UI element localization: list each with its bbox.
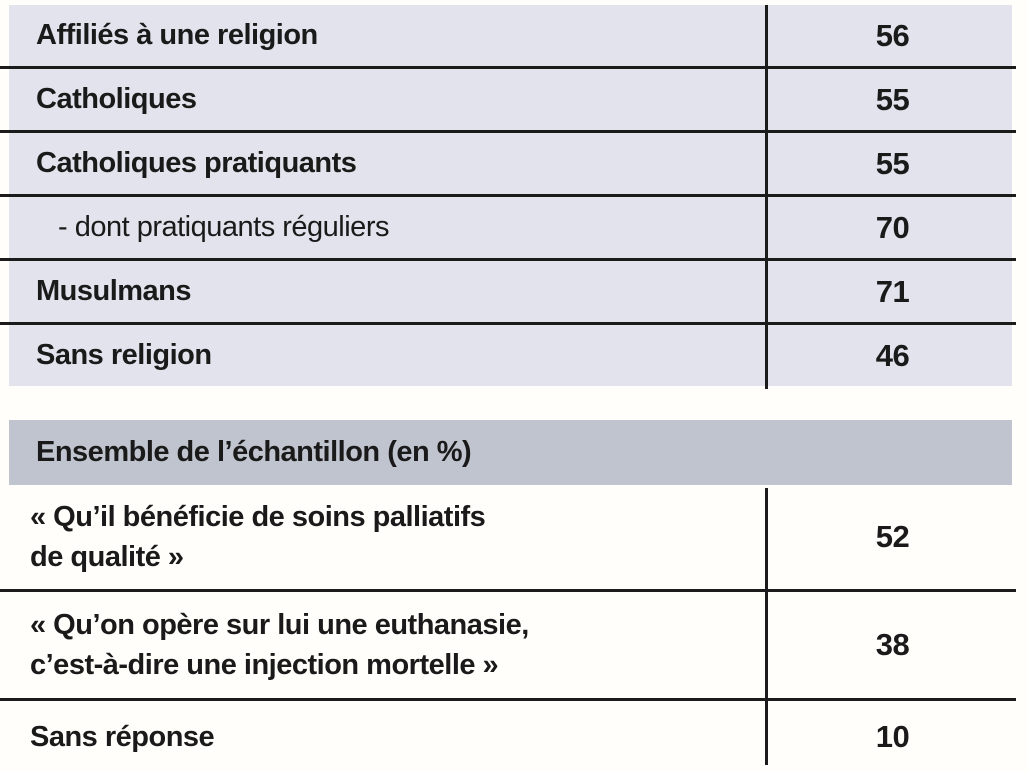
row-value: 52 xyxy=(875,519,910,554)
top-table: Affiliés à une religion 56 Catholiques 5… xyxy=(0,5,1016,386)
row-label: « Qu’il bénéficie de soins palliatifs de… xyxy=(0,497,769,577)
row-label: - dont pratiquants réguliers xyxy=(58,211,389,243)
table-row: Sans réponse 10 xyxy=(0,701,1016,772)
row-label: « Qu’on opère sur lui une euthanasie, c’… xyxy=(0,605,769,685)
bottom-table-column-divider xyxy=(765,488,768,765)
table-row: Sans religion 46 xyxy=(0,325,1016,386)
table-row-sub: - dont pratiquants réguliers 70 xyxy=(0,197,1016,261)
row-value: 46 xyxy=(875,337,910,373)
table-row: « Qu’on opère sur lui une euthanasie, c’… xyxy=(0,592,1016,701)
row-label: Affiliés à une religion xyxy=(36,19,318,51)
row-label: Musulmans xyxy=(36,275,192,307)
top-table-column-divider xyxy=(765,5,768,389)
row-label: Catholiques pratiquants xyxy=(36,147,357,179)
table-row: « Qu’il bénéficie de soins palliatifs de… xyxy=(0,485,1016,592)
row-value: 55 xyxy=(875,81,910,117)
row-value: 70 xyxy=(875,209,910,245)
bottom-table: « Qu’il bénéficie de soins palliatifs de… xyxy=(0,485,1016,772)
row-value: 38 xyxy=(875,627,910,662)
section-header-label: Ensemble de l’échantillon (en %) xyxy=(36,436,472,468)
row-value: 10 xyxy=(875,718,910,754)
row-label: Sans réponse xyxy=(0,717,769,757)
row-label-line1: « Qu’il bénéficie de soins palliatifs xyxy=(30,501,486,533)
row-value: 56 xyxy=(875,17,910,53)
row-value: 55 xyxy=(875,145,910,181)
table-row: Catholiques pratiquants 55 xyxy=(0,133,1016,197)
row-label-line1: Sans réponse xyxy=(30,720,215,753)
section-header: Ensemble de l’échantillon (en %) xyxy=(9,420,1012,485)
table-row: Affiliés à une religion 56 xyxy=(0,5,1016,69)
table-row: Musulmans 71 xyxy=(0,261,1016,325)
table-row: Catholiques 55 xyxy=(0,69,1016,133)
row-label-line1: « Qu’on opère sur lui une euthanasie, xyxy=(30,609,529,641)
row-label: Sans religion xyxy=(36,339,212,371)
row-label-line2: de qualité » xyxy=(30,541,184,573)
row-label: Catholiques xyxy=(36,83,197,115)
row-label-line2: c’est-à-dire une injection mortelle » xyxy=(30,649,499,681)
row-value: 71 xyxy=(875,273,910,309)
